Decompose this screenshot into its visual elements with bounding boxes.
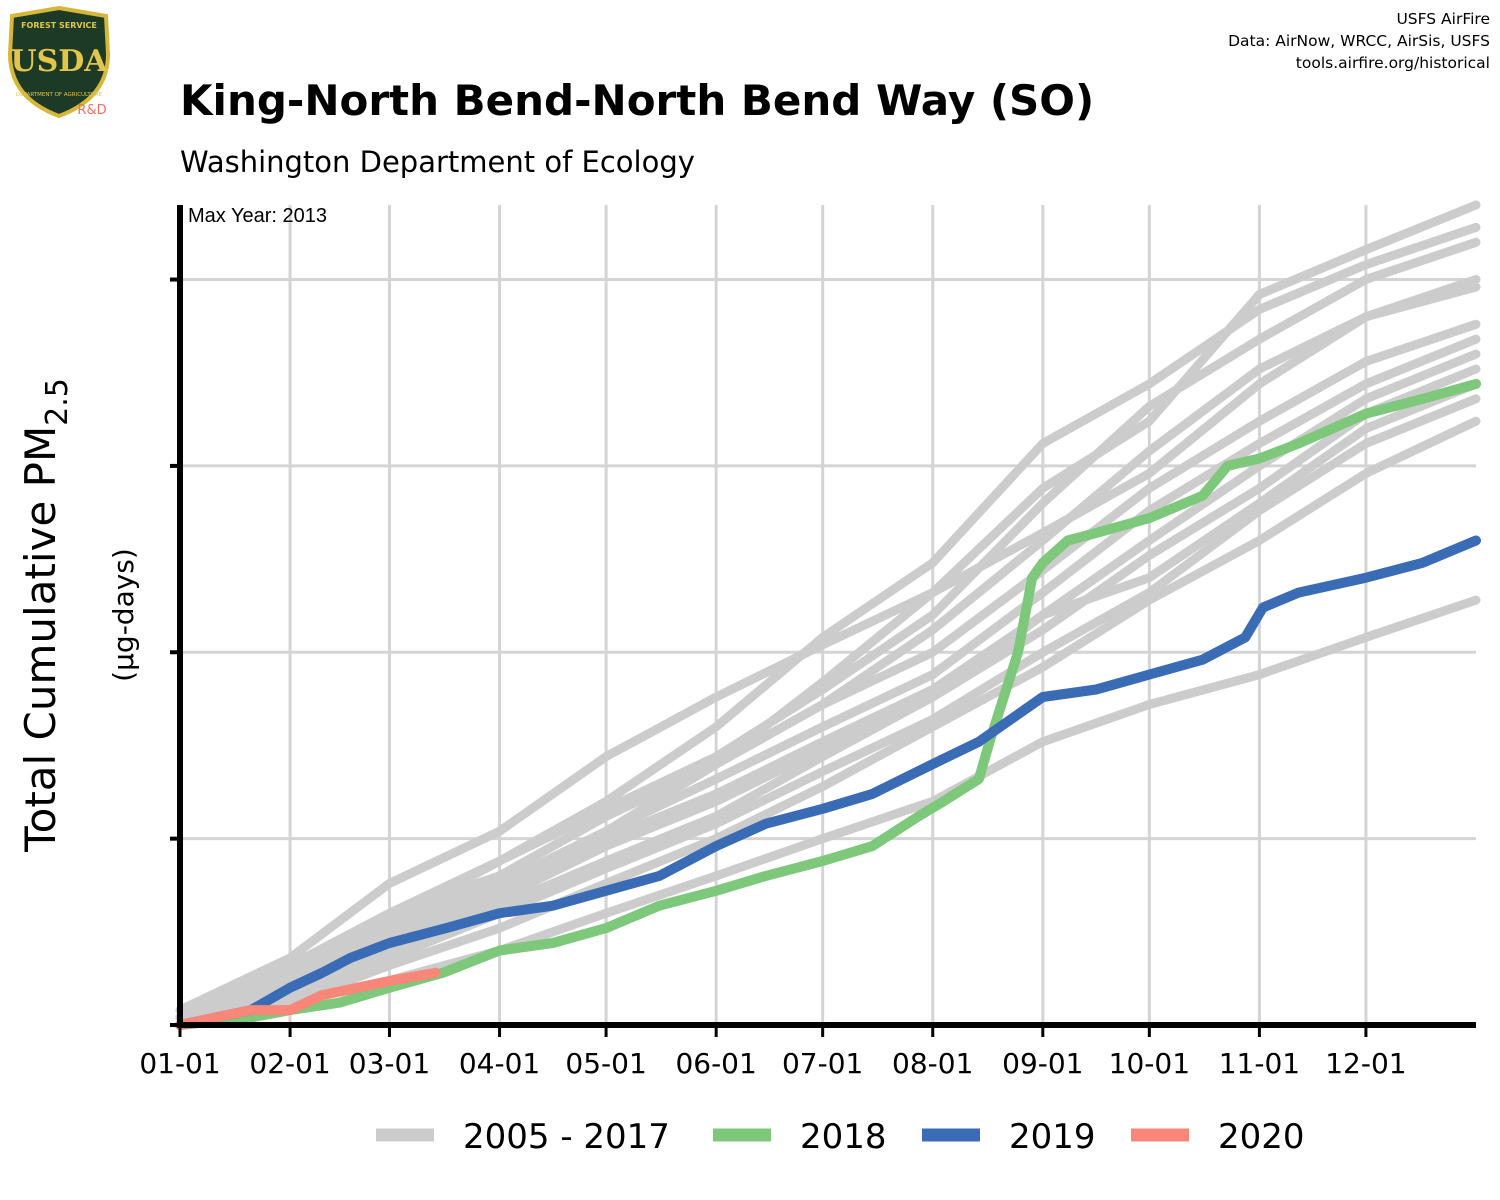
x-tick-label: 04-01 <box>459 1047 540 1080</box>
series-line-2005-2017 <box>175 200 1481 1015</box>
series-line-2020 <box>175 967 441 1030</box>
chart-subtitle: Washington Department of Ecology <box>180 145 695 179</box>
chart-title: King-North Bend-North Bend Way (SO) <box>180 76 1095 125</box>
logo-bottom-text: DEPARTMENT OF AGRICULTURE <box>16 92 103 98</box>
x-tick-label: 11-01 <box>1219 1047 1300 1080</box>
svg-text:Total Cumulative PM2.5: Total Cumulative PM2.5 <box>16 378 75 853</box>
y-axis-subscript: 2.5 <box>40 378 75 426</box>
y-axis-label: Total Cumulative PM2.5 <box>16 378 75 853</box>
credit-line: USFS AirFire <box>1396 10 1490 28</box>
x-tick-label: 01-01 <box>139 1047 220 1080</box>
series-line-2005-2017 <box>175 237 1481 1022</box>
x-tick-label: 09-01 <box>1002 1047 1083 1080</box>
legend: 2005 - 2017 2018 2019 2020 <box>376 1117 1305 1157</box>
series-line-2018 <box>175 378 1481 1030</box>
y-axis-units: (µg-days) <box>107 548 140 682</box>
x-tick-label: 06-01 <box>675 1047 756 1080</box>
legend-label: 2005 - 2017 <box>463 1117 670 1157</box>
series-line-2005-2017 <box>175 416 1481 1030</box>
credit-line: Data: AirNow, WRCC, AirSis, USFS <box>1228 32 1490 50</box>
max-year-annotation: Max Year: 2013 <box>188 205 327 227</box>
series-line-2019 <box>175 535 1481 1030</box>
legend-label: 2018 <box>800 1117 887 1157</box>
x-tick-labels: 01-01 02-01 03-01 04-01 05-01 06-01 07-01 08-01… <box>139 1025 1407 1080</box>
series-line-2005-2017 <box>175 334 1481 1022</box>
x-tick-label: 08-01 <box>892 1047 973 1080</box>
legend-label: 2020 <box>1218 1117 1305 1157</box>
x-tick-label: 02-01 <box>249 1047 330 1080</box>
legend-label: 2019 <box>1009 1117 1096 1157</box>
series-line-2005-2017 <box>175 275 1481 1022</box>
logo-rd-tag: R&D <box>77 103 106 118</box>
x-tick-label: 07-01 <box>782 1047 863 1080</box>
y-axis-title: Total Cumulative PM <box>16 426 65 853</box>
x-tick-label: 03-01 <box>349 1047 430 1080</box>
credit-line: tools.airfire.org/historical <box>1295 54 1490 72</box>
series-line-2005-2017 <box>175 394 1481 1030</box>
data-credits: USFS AirFire Data: AirNow, WRCC, AirSis,… <box>1228 8 1490 74</box>
x-tick-label: 05-01 <box>565 1047 646 1080</box>
logo-top-text: FOREST SERVICE <box>21 21 97 30</box>
series-lines <box>175 200 1481 1030</box>
x-tick-label: 12-01 <box>1325 1047 1406 1080</box>
logo-initials: USDA <box>10 44 108 79</box>
x-tick-label: 10-01 <box>1109 1047 1190 1080</box>
usfs-logo: FOREST SERVICE USDA DEPARTMENT OF AGRICU… <box>7 6 111 118</box>
series-line-2005-2017 <box>175 379 1481 1030</box>
